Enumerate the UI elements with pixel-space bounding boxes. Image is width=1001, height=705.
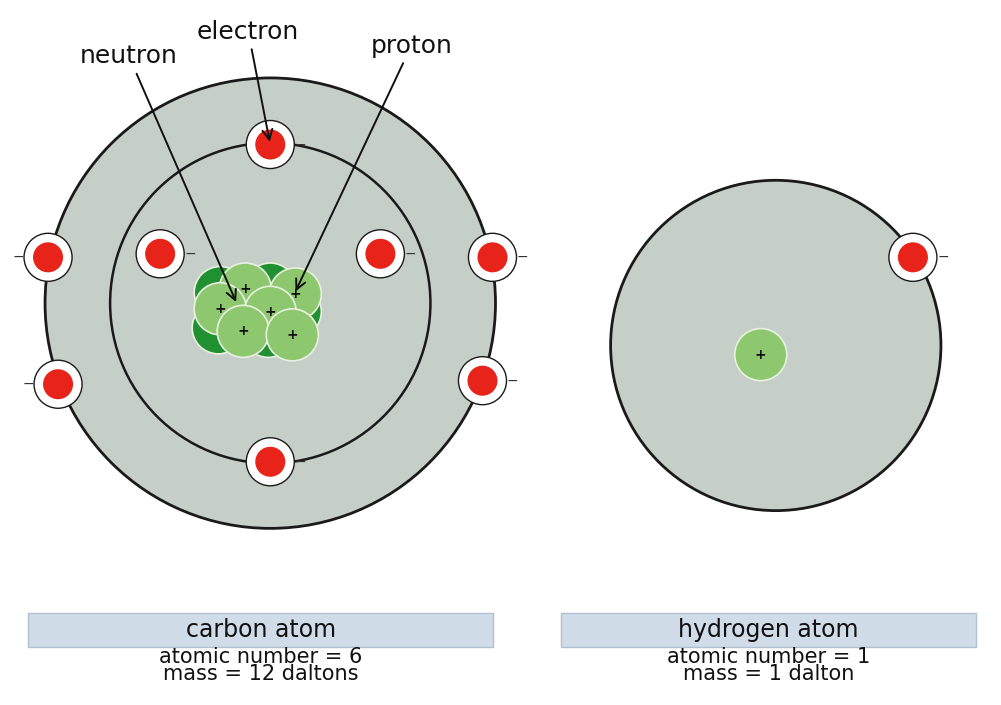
Text: +: + (755, 348, 767, 362)
Ellipse shape (735, 329, 787, 381)
Text: −: − (507, 374, 519, 388)
Ellipse shape (145, 239, 175, 269)
Ellipse shape (43, 369, 73, 399)
Text: +: + (286, 328, 298, 342)
Text: mass = 12 daltons: mass = 12 daltons (163, 663, 358, 684)
Ellipse shape (244, 263, 296, 315)
Text: hydrogen atom: hydrogen atom (678, 618, 859, 642)
Ellipse shape (136, 230, 184, 278)
Text: +: + (264, 305, 276, 319)
Ellipse shape (269, 268, 321, 320)
Ellipse shape (194, 283, 246, 335)
Ellipse shape (45, 78, 495, 528)
Ellipse shape (192, 302, 244, 354)
Text: +: + (237, 324, 249, 338)
Ellipse shape (266, 309, 318, 361)
Text: −: − (22, 377, 34, 391)
Text: −: − (294, 455, 306, 469)
Text: −: − (184, 247, 196, 261)
Text: −: − (937, 250, 949, 264)
Ellipse shape (458, 357, 507, 405)
Ellipse shape (255, 130, 285, 159)
Text: +: + (214, 302, 226, 316)
Ellipse shape (898, 243, 928, 272)
Ellipse shape (110, 143, 430, 463)
Ellipse shape (255, 447, 285, 477)
Ellipse shape (194, 266, 246, 319)
Text: +: + (289, 287, 301, 301)
Ellipse shape (611, 180, 941, 510)
Ellipse shape (244, 286, 296, 338)
Ellipse shape (468, 233, 517, 281)
Ellipse shape (33, 243, 63, 272)
Text: carbon atom: carbon atom (186, 618, 335, 642)
Ellipse shape (24, 233, 72, 281)
Ellipse shape (889, 233, 937, 281)
Ellipse shape (246, 121, 294, 168)
Text: electron: electron (197, 20, 299, 140)
Ellipse shape (365, 239, 395, 269)
FancyBboxPatch shape (561, 613, 976, 647)
Text: atomic number = 6: atomic number = 6 (159, 647, 362, 667)
Ellipse shape (242, 305, 294, 357)
Text: −: − (12, 250, 24, 264)
Ellipse shape (269, 286, 321, 338)
Text: −: − (404, 247, 416, 261)
Ellipse shape (217, 305, 269, 357)
Text: atomic number = 1: atomic number = 1 (667, 647, 870, 667)
Text: −: − (517, 250, 529, 264)
Ellipse shape (467, 366, 497, 396)
Ellipse shape (34, 360, 82, 408)
Text: +: + (239, 282, 251, 296)
Ellipse shape (477, 243, 508, 272)
Text: proton: proton (296, 34, 452, 290)
Ellipse shape (218, 282, 270, 334)
Text: −: − (294, 137, 306, 152)
FancyBboxPatch shape (28, 613, 493, 647)
Text: mass = 1 dalton: mass = 1 dalton (683, 663, 854, 684)
Ellipse shape (356, 230, 404, 278)
Ellipse shape (219, 263, 271, 315)
Text: neutron: neutron (80, 44, 236, 300)
Ellipse shape (246, 438, 294, 486)
